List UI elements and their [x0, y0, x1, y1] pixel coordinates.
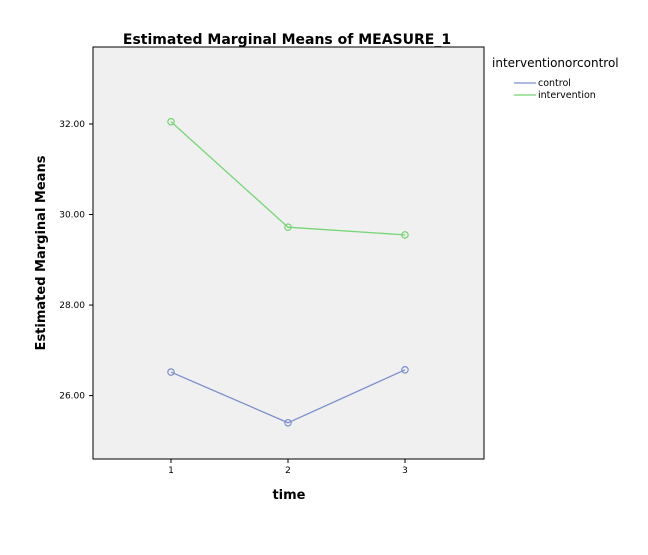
legend: interventionorcontrol controlinterventio…	[492, 56, 619, 101]
x-tick-label: 3	[402, 466, 408, 476]
control-point-2	[284, 418, 292, 427]
series-layer	[167, 117, 409, 427]
x-axis: 1 2 3	[168, 459, 408, 476]
intervention-legend-label: intervention	[538, 90, 596, 101]
y-tick-label: 30.00	[59, 211, 85, 221]
control-point-1	[167, 368, 175, 376]
y-tick-label: 26.00	[59, 392, 85, 402]
y-tick-label: 32.00	[59, 120, 85, 130]
control-series-line	[170, 369, 406, 424]
intervention-point-1	[167, 117, 175, 126]
chart-title: Estimated Marginal Means of MEASURE_1	[123, 32, 451, 48]
control-point-3	[401, 366, 409, 374]
y-axis-label: Estimated Marginal Means	[34, 155, 49, 350]
x-axis-label: time	[272, 488, 305, 503]
legend-title: interventionorcontrol	[492, 56, 619, 70]
x-tick-label: 1	[168, 466, 174, 476]
intervention-series-line	[170, 121, 406, 236]
control-legend-label: control	[538, 78, 571, 89]
intervention-point-2	[284, 223, 292, 231]
plot-area	[92, 46, 485, 460]
x-tick-label: 2	[285, 466, 291, 476]
y-tick-label: 28.00	[59, 301, 85, 311]
intervention-point-3	[401, 231, 409, 239]
y-axis: 26.00 28.00 30.00 32.00	[59, 120, 93, 402]
